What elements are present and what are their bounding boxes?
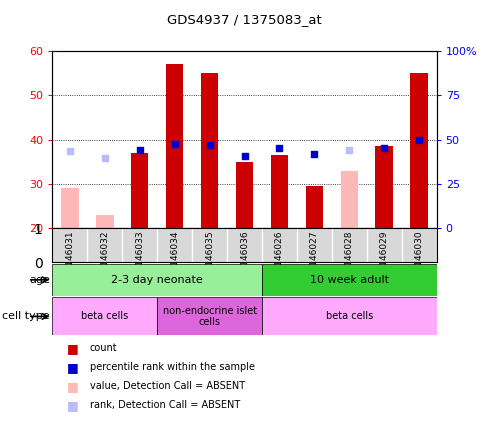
Bar: [201, 73, 218, 228]
Text: GSM1146030: GSM1146030: [415, 230, 424, 291]
Point: [310, 151, 318, 157]
Bar: [52, 264, 262, 296]
Text: percentile rank within the sample: percentile rank within the sample: [90, 362, 255, 372]
Point: [206, 142, 214, 148]
Bar: [262, 297, 437, 335]
Bar: [305, 186, 323, 228]
Text: GSM1146028: GSM1146028: [345, 230, 354, 291]
Point: [380, 145, 388, 152]
Point: [66, 148, 74, 154]
Point: [275, 145, 283, 152]
Bar: [410, 73, 428, 228]
Text: GSM1146035: GSM1146035: [205, 230, 214, 291]
Text: rank, Detection Call = ABSENT: rank, Detection Call = ABSENT: [90, 400, 240, 410]
Text: GSM1146034: GSM1146034: [170, 230, 179, 291]
Text: beta cells: beta cells: [81, 311, 128, 321]
Bar: [340, 170, 358, 228]
Text: ■: ■: [67, 361, 79, 374]
Text: GDS4937 / 1375083_at: GDS4937 / 1375083_at: [167, 13, 322, 25]
Text: GSM1146026: GSM1146026: [275, 230, 284, 291]
Text: non-endocrine islet
cells: non-endocrine islet cells: [163, 305, 256, 327]
Point: [415, 136, 423, 143]
Text: GSM1146027: GSM1146027: [310, 230, 319, 291]
Text: value, Detection Call = ABSENT: value, Detection Call = ABSENT: [90, 381, 245, 391]
Text: beta cells: beta cells: [326, 311, 373, 321]
Bar: [157, 297, 262, 335]
Bar: [270, 155, 288, 228]
Bar: [131, 153, 148, 228]
Bar: [262, 264, 437, 296]
Text: count: count: [90, 343, 117, 353]
Bar: [61, 189, 78, 228]
Point: [101, 155, 109, 162]
Point: [345, 147, 353, 154]
Text: cell type: cell type: [2, 311, 50, 321]
Text: GSM1146033: GSM1146033: [135, 230, 144, 291]
Point: [171, 140, 179, 148]
Text: ■: ■: [67, 399, 79, 412]
Text: age: age: [29, 275, 50, 285]
Text: 10 week adult: 10 week adult: [310, 275, 389, 285]
Text: ■: ■: [67, 342, 79, 354]
Bar: [236, 162, 253, 228]
Text: GSM1146029: GSM1146029: [380, 230, 389, 291]
Bar: [96, 215, 113, 228]
Point: [241, 153, 249, 160]
Text: 2-3 day neonate: 2-3 day neonate: [111, 275, 203, 285]
Bar: [375, 146, 393, 228]
Bar: [52, 297, 157, 335]
Bar: [166, 64, 183, 228]
Point: [136, 147, 144, 154]
Text: ■: ■: [67, 380, 79, 393]
Text: GSM1146032: GSM1146032: [100, 230, 109, 291]
Text: GSM1146036: GSM1146036: [240, 230, 249, 291]
Text: GSM1146031: GSM1146031: [65, 230, 74, 291]
